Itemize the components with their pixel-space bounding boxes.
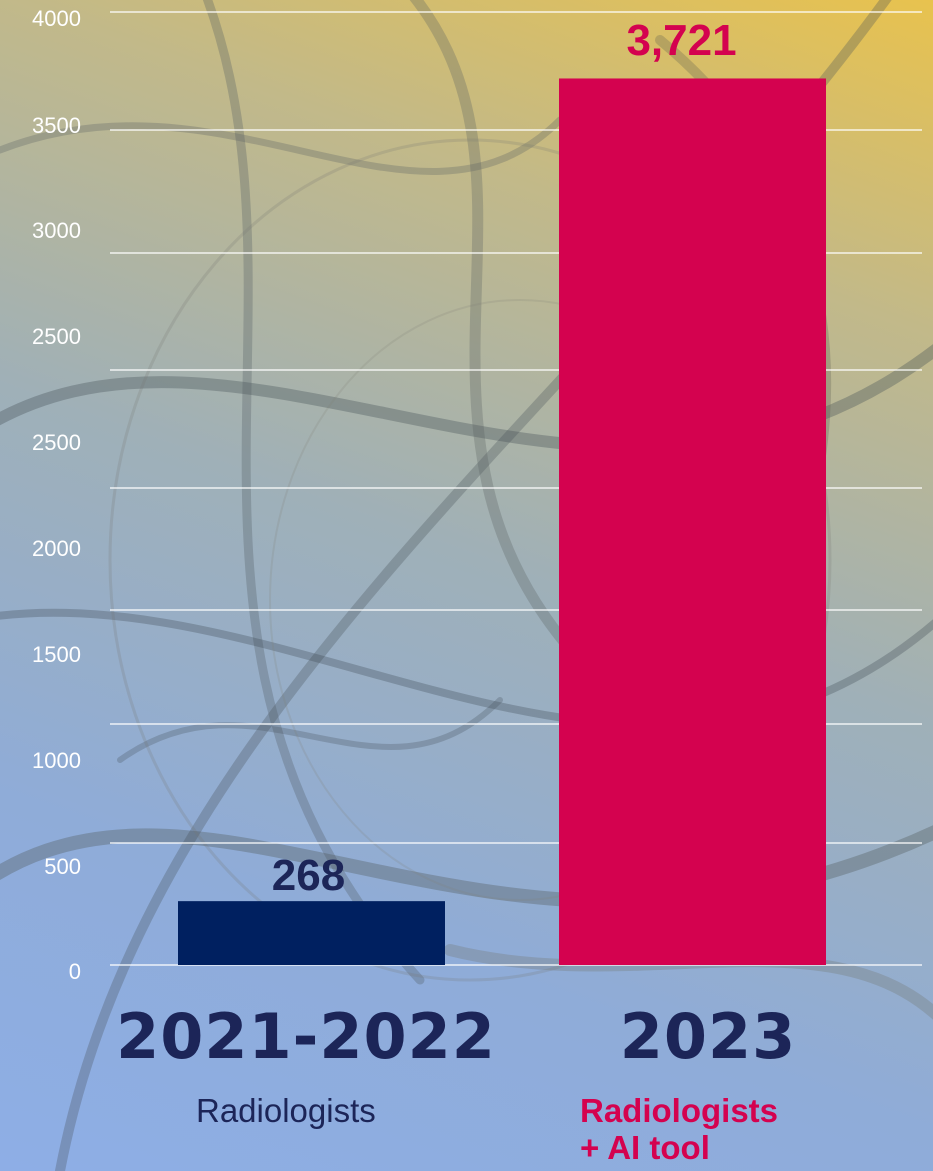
y-tick-label: 3500 bbox=[32, 113, 81, 138]
category-subtitle-radiologists-ai: Radiologists + AI tool bbox=[580, 1092, 778, 1166]
bars bbox=[178, 78, 826, 966]
y-tick-label: 3000 bbox=[32, 218, 81, 243]
data-label: 268 bbox=[272, 851, 345, 900]
y-axis-tick-labels: 0 500 1000 1500 2000 2500 2500 3000 3500 4000 bbox=[32, 6, 81, 984]
y-tick-label: 2500 bbox=[32, 430, 81, 455]
subtitle-line: Radiologists bbox=[196, 1092, 376, 1129]
subtitle-line: + AI tool bbox=[580, 1129, 710, 1166]
value-labels: 268 3,721 bbox=[272, 16, 737, 900]
y-tick-label: 0 bbox=[69, 959, 81, 984]
category-label-2021-2022: 2021-2022 bbox=[116, 1000, 496, 1073]
category-label-2023: 2023 bbox=[619, 1000, 797, 1073]
y-tick-label: 1500 bbox=[32, 642, 81, 667]
subtitle-line: Radiologists bbox=[580, 1092, 779, 1129]
bar-2023 bbox=[559, 78, 826, 966]
y-tick-label: 1000 bbox=[32, 748, 81, 773]
bar-2021-2022 bbox=[178, 901, 445, 965]
y-tick-label: 2500 bbox=[32, 324, 81, 349]
data-label: 3,721 bbox=[626, 16, 736, 65]
y-tick-label: 4000 bbox=[32, 6, 81, 31]
y-tick-label: 500 bbox=[44, 854, 81, 879]
category-subtitle-radiologists: Radiologists bbox=[196, 1092, 376, 1130]
y-tick-label: 2000 bbox=[32, 536, 81, 561]
